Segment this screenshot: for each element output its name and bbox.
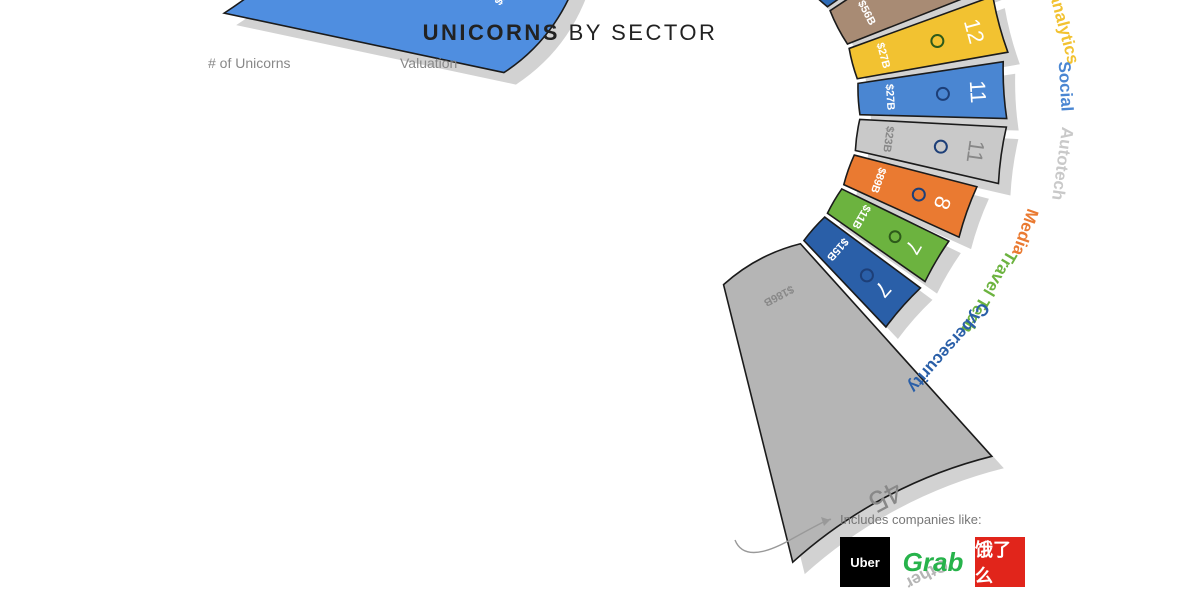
sector-label-autotech: Autotech: [1048, 126, 1077, 202]
sector-label-line: Autotech: [1048, 126, 1077, 202]
wedge-on-demand: [818, 0, 839, 8]
valuation-header: Valuation: [400, 55, 458, 71]
sector-label-media: Media: [1008, 206, 1042, 258]
wedge-social: [857, 60, 1008, 120]
plane-icon: [888, 230, 902, 244]
uber-logo: Uber: [840, 537, 890, 587]
title-bold: UNICORNS: [422, 20, 560, 45]
annotation-arrowhead: [821, 517, 830, 526]
title-rest: BY SECTOR: [568, 20, 718, 45]
annotation-text: Includes companies like:: [840, 512, 982, 527]
sector-label-line: Social: [1055, 61, 1077, 112]
sector-label-line: Media: [1008, 206, 1042, 258]
wedge-internet-software-services: [222, 0, 569, 74]
sector-label-social: Social: [1055, 61, 1077, 112]
valuation-label-autotech: $23B: [880, 125, 896, 153]
wedge-autotech: [854, 118, 1008, 185]
page-title: UNICORNS BY SECTOR: [0, 20, 1140, 46]
wedge-travel-tech: [826, 187, 951, 283]
bar-chart-icon: [930, 34, 945, 49]
wedge-data-analytics: [848, 0, 1009, 80]
valuation-label-social: $27B: [883, 84, 897, 111]
count-label-autotech: 11: [962, 138, 990, 164]
lock-icon: [859, 268, 874, 283]
eleme-logo: 饿了么: [975, 537, 1025, 587]
chart-wedges: [222, 0, 1009, 564]
grab-logo: Grab: [902, 546, 964, 577]
wedge-other: [722, 242, 994, 564]
people-icon: [935, 86, 950, 101]
wedge-media: [842, 154, 979, 239]
count-header: # of Unicorns: [208, 55, 291, 71]
film-icon: [911, 187, 926, 202]
car-icon: [933, 139, 948, 154]
count-label-social: 11: [965, 80, 991, 104]
wedge-hardware: [829, 0, 962, 46]
